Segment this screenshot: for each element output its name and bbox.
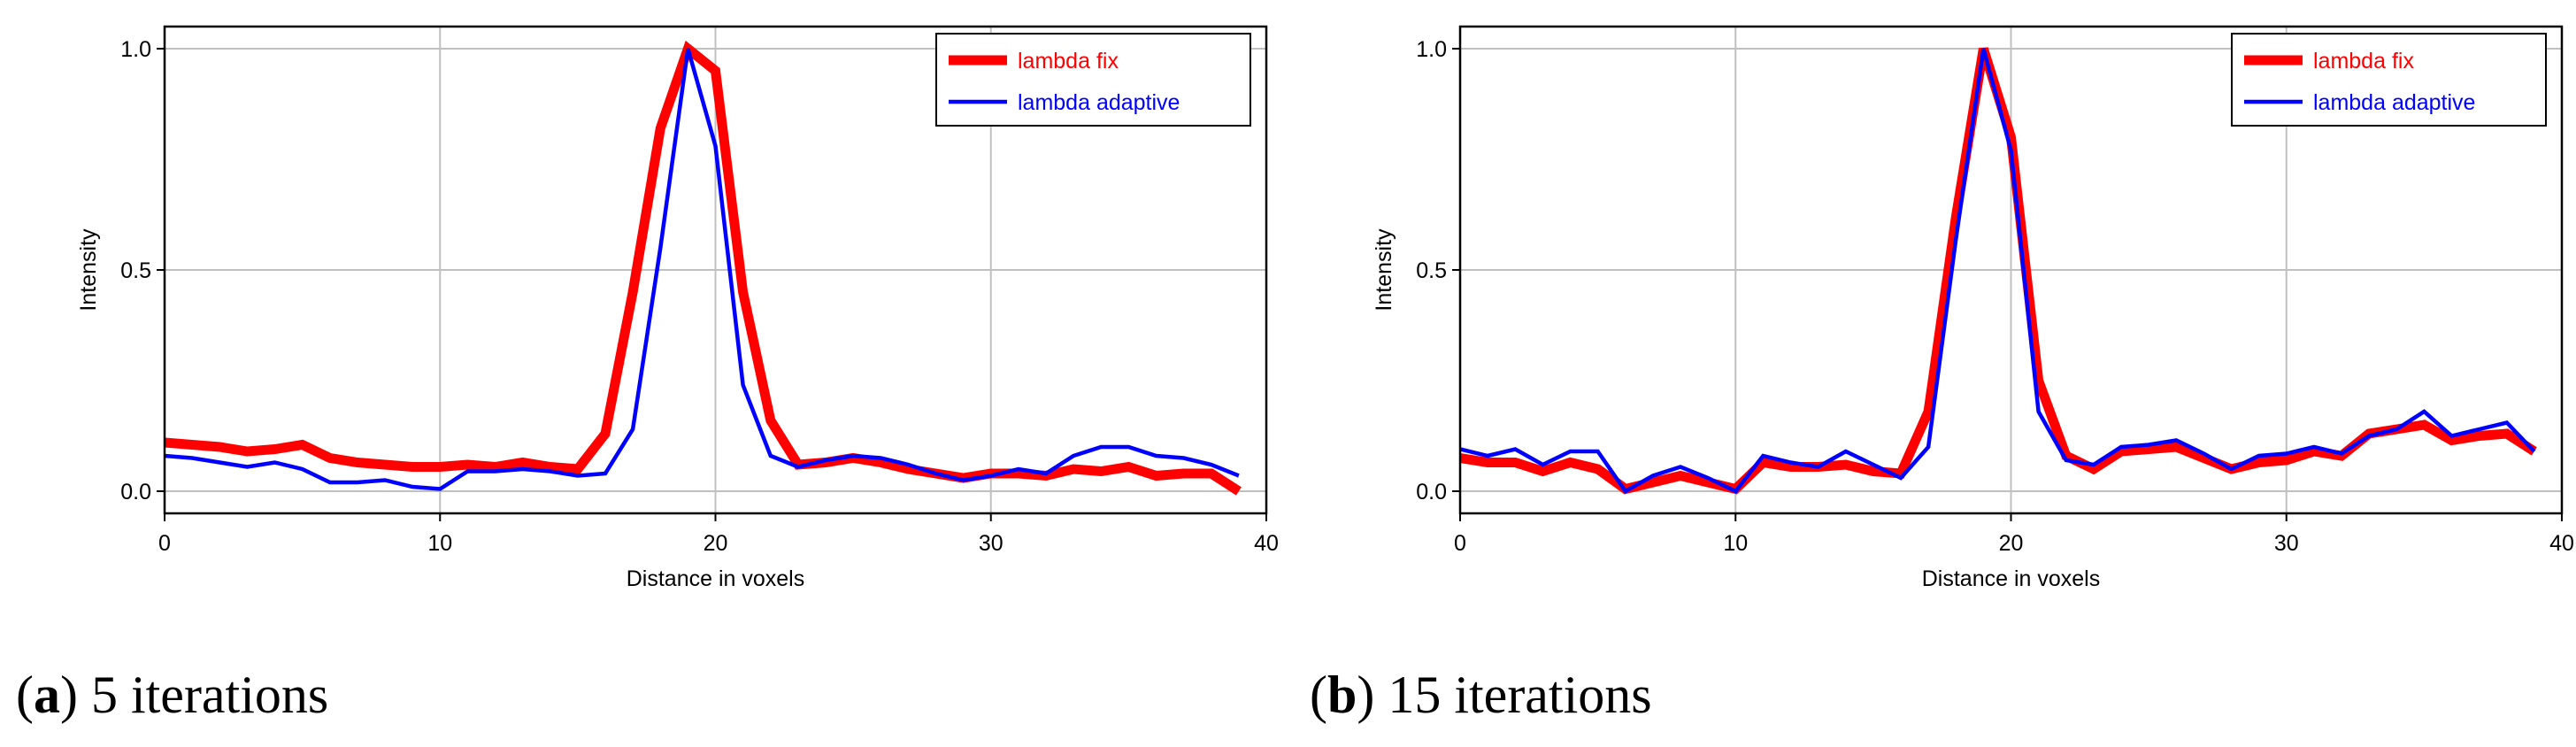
- caption-paren-close: ): [1357, 666, 1388, 724]
- chart-panel-b: 0 10 20 30 40 0.0 0.5 1.0 Distance in voxels Inte…: [1372, 25, 2574, 591]
- x-axis-label: Distance in voxels: [1922, 566, 2100, 591]
- x-tick-label: 40: [2549, 531, 2574, 556]
- legend: lambda fix lambda adaptive: [2231, 33, 2547, 127]
- legend-label: lambda fix: [2313, 49, 2414, 73]
- caption-text: 15 iterations: [1388, 666, 1651, 724]
- series-line-lambda-adaptive: [164, 48, 1240, 491]
- y-axis-label: Intensity: [76, 228, 101, 312]
- x-tick-label: 10: [1723, 531, 1748, 556]
- x-axis-label: Distance in voxels: [627, 566, 804, 591]
- x-tick-label: 20: [704, 531, 728, 556]
- panel-caption: (a) 5 iterations: [16, 666, 328, 724]
- series-line-lambda-fix: [164, 40, 1242, 496]
- y-tick-label: 1.0: [1416, 37, 1447, 62]
- legend-label: lambda adaptive: [2313, 90, 2475, 115]
- panel-caption: (b) 15 iterations: [1310, 666, 1652, 724]
- caption-paren-close: ): [60, 666, 91, 724]
- caption-paren-open: (: [1310, 666, 1327, 724]
- x-tick-label: 10: [427, 531, 452, 556]
- legend: lambda fix lambda adaptive: [935, 33, 1251, 127]
- caption-text: 5 iterations: [91, 666, 328, 724]
- x-tick-label: 20: [1999, 531, 2024, 556]
- x-tick-label: 30: [2274, 531, 2299, 556]
- caption-letter: b: [1327, 666, 1357, 724]
- legend-box: [935, 33, 1251, 127]
- y-tick-label: 0.5: [120, 258, 151, 283]
- x-tick-label: 0: [158, 531, 171, 556]
- legend-label: lambda fix: [1018, 49, 1119, 73]
- x-tick-label: 30: [979, 531, 1003, 556]
- y-tick-label: 0.0: [1416, 480, 1447, 504]
- caption-paren-open: (: [16, 666, 34, 724]
- y-axis-label: Intensity: [1372, 228, 1396, 312]
- legend-label: lambda adaptive: [1018, 90, 1180, 115]
- chart-panel-a: 0 10 20 30 40 0.0 0.5 1.0 Distance in voxels Inte…: [76, 25, 1279, 591]
- legend-box: [2231, 33, 2547, 127]
- x-tick-label: 0: [1454, 531, 1466, 556]
- y-tick-label: 0.5: [1416, 258, 1447, 283]
- y-tick-label: 1.0: [120, 37, 151, 62]
- y-tick-label: 0.0: [120, 480, 151, 504]
- caption-letter: a: [34, 666, 60, 724]
- x-tick-label: 40: [1254, 531, 1279, 556]
- series-line-lambda-adaptive: [1459, 48, 2536, 494]
